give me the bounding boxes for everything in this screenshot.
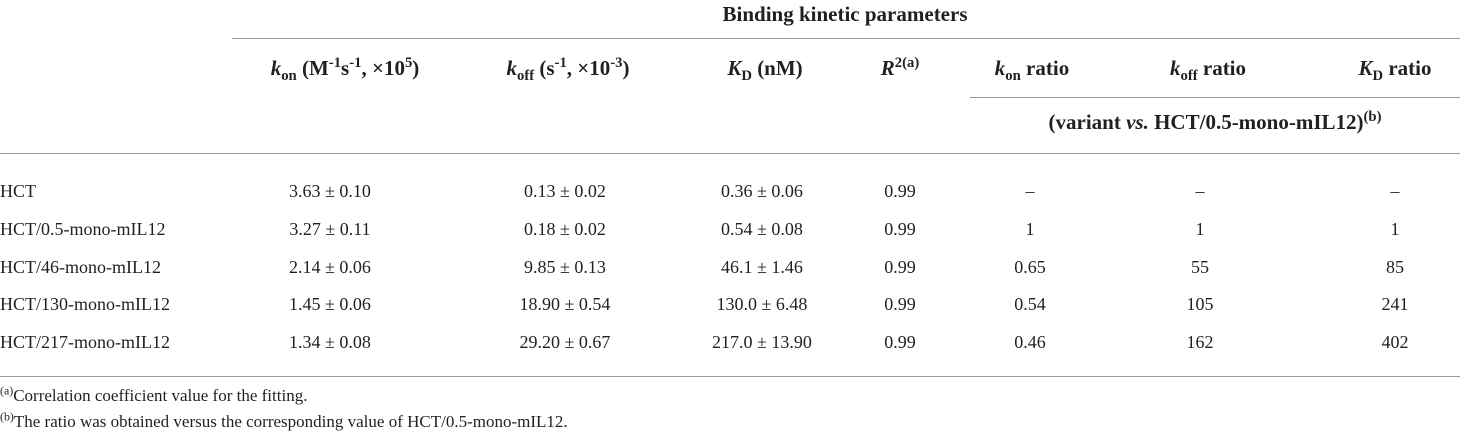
row-label: HCT: [0, 181, 36, 201]
text-fragment: s: [341, 56, 350, 80]
table-cell: 0.54: [1014, 294, 1046, 314]
table-cell: 85: [1386, 257, 1404, 277]
text-fragment: R: [880, 56, 895, 80]
table-cell: 1.45 ± 0.06: [289, 294, 371, 314]
footnote: (b)The ratio was obtained versus the cor…: [0, 409, 568, 432]
table-cell: 46.1 ± 1.46: [721, 257, 803, 277]
table-cell: 162: [1186, 332, 1214, 352]
rule: [0, 153, 1460, 154]
text-fragment: (b): [0, 409, 14, 424]
text-fragment: D: [1372, 68, 1384, 85]
table-cell: 130.0 ± 6.48: [716, 294, 808, 314]
table-cell: 241: [1381, 294, 1409, 314]
table-cell: 18.90 ± 0.54: [519, 294, 611, 314]
row-label: HCT/130-mono-mIL12: [0, 294, 170, 314]
table-cell: 0.99: [884, 332, 916, 352]
table-cell: 402: [1381, 332, 1409, 352]
text-fragment: ratio: [1197, 56, 1247, 80]
rule: [232, 38, 1460, 39]
table-title: Binding kinetic parameters: [722, 2, 968, 26]
text-fragment: , ×10: [361, 56, 405, 80]
table-cell: 1: [1025, 219, 1035, 239]
text-fragment: , ×10: [566, 56, 611, 80]
table-cell: 1: [1195, 219, 1205, 239]
table-cell: 55: [1191, 257, 1209, 277]
table-cell: 1: [1390, 219, 1400, 239]
row-label: HCT/0.5-mono-mIL12: [0, 219, 166, 239]
column-header: KD (nM): [727, 56, 803, 85]
text-fragment: -3: [610, 55, 623, 71]
table-cell: 0.99: [884, 294, 916, 314]
table-cell: 0.18 ± 0.02: [524, 219, 606, 239]
text-fragment: 5: [404, 55, 413, 71]
text-fragment: k: [506, 56, 517, 80]
column-header: R2(a): [881, 56, 920, 81]
text-fragment: ratio: [1020, 56, 1070, 80]
text-fragment: vs.: [1126, 110, 1149, 134]
table-cell: –: [1025, 181, 1035, 201]
text-fragment: K: [727, 56, 742, 80]
text-fragment: D: [741, 68, 752, 85]
rule: [0, 376, 1460, 377]
table-cell: 0.99: [884, 181, 916, 201]
table-cell: 105: [1186, 294, 1214, 314]
text-fragment: k: [270, 56, 282, 80]
text-fragment: (M: [296, 56, 329, 80]
text-fragment: (s: [534, 56, 555, 80]
table-cell: 217.0 ± 13.90: [712, 332, 812, 352]
text-fragment: k: [1169, 56, 1181, 80]
table-cell: 29.20 ± 0.67: [519, 332, 611, 352]
footnote: (a)Correlation coefficient value for the…: [0, 383, 308, 406]
table-cell: 0.13 ± 0.02: [524, 181, 606, 201]
column-header: kon (M-1s-1, ×105): [270, 55, 420, 85]
table-cell: 0.99: [884, 257, 916, 277]
text-fragment: ): [622, 56, 630, 80]
column-header: kon ratio: [994, 56, 1070, 85]
table-cell: 0.36 ± 0.06: [721, 181, 803, 201]
table-cell: 0.99: [884, 219, 916, 239]
ratio-note: (variant vs. HCT/0.5-mono-mIL12)(b): [1049, 110, 1382, 135]
rule: [970, 97, 1460, 98]
text-fragment: K: [1358, 56, 1373, 80]
row-label: HCT/46-mono-mIL12: [0, 257, 161, 277]
table-cell: 1.34 ± 0.08: [289, 332, 371, 352]
text-fragment: ratio: [1383, 56, 1432, 80]
table-cell: 2.14 ± 0.06: [289, 257, 371, 277]
text-fragment: -1: [554, 55, 567, 71]
text-fragment: HCT/0.5-mono-mIL12): [1148, 110, 1364, 134]
text-fragment: (a): [0, 383, 14, 398]
table-cell: 3.27 ± 0.11: [289, 219, 371, 239]
column-header: koff ratio: [1169, 56, 1247, 85]
text-fragment: (variant: [1048, 110, 1127, 134]
table-cell: –: [1390, 181, 1400, 201]
text-fragment: (nM): [751, 56, 803, 80]
text-fragment: -1: [328, 55, 342, 71]
table-cell: 9.85 ± 0.13: [524, 257, 606, 277]
text-fragment: (b): [1363, 109, 1382, 125]
table-cell: 0.46: [1014, 332, 1046, 352]
table-cell: 0.54 ± 0.08: [721, 219, 803, 239]
column-header: koff (s-1, ×10-3): [506, 55, 630, 85]
text-fragment: on: [281, 68, 297, 85]
table-cell: –: [1195, 181, 1205, 201]
table-cell: 0.65: [1014, 257, 1046, 277]
text-fragment: k: [994, 56, 1006, 80]
text-fragment: -1: [349, 55, 362, 71]
text-fragment: ): [412, 56, 420, 80]
row-label: HCT/217-mono-mIL12: [0, 332, 170, 352]
column-header: KD ratio: [1358, 56, 1432, 85]
text-fragment: 2(a): [894, 55, 920, 71]
text-fragment: off: [516, 68, 535, 85]
text-fragment: on: [1005, 68, 1021, 85]
table-cell: 3.63 ± 0.10: [289, 181, 371, 201]
text-fragment: The ratio was obtained versus the corres…: [13, 412, 568, 431]
text-fragment: off: [1180, 68, 1198, 85]
text-fragment: Correlation coefficient value for the fi…: [13, 386, 308, 405]
